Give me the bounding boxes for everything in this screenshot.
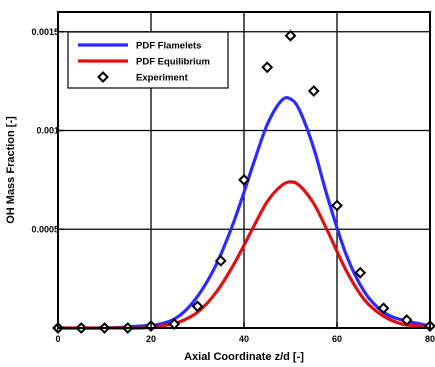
x-tick-label: 80 <box>425 334 435 344</box>
y-tick-label: 0.0015 <box>31 27 59 37</box>
legend-entry-pdf-equilibrium-label: PDF Equilibrium <box>136 57 210 68</box>
experiment-point <box>284 29 297 42</box>
experiment-point <box>377 302 390 315</box>
legend: PDF Flamelets PDF Equilibrium Experiment <box>67 31 229 89</box>
x-tick-label: 20 <box>146 334 156 344</box>
y-tick-label: 0 <box>54 323 59 333</box>
experiment-point <box>307 85 320 97</box>
experiment-point <box>331 199 343 212</box>
x-tick-label: 40 <box>239 334 249 344</box>
axis-ticks: 0 20 40 60 80 0 0.0005 0.001 0.0015 <box>31 27 435 344</box>
experiment-point <box>191 300 204 313</box>
y-tick-label: 0.0005 <box>31 224 59 234</box>
experiment-point <box>400 314 413 327</box>
series-line-pdf-equilibrium <box>58 180 431 330</box>
legend-entry-experiment-swatch <box>97 71 109 83</box>
y-axis-label: OH Mass Fraction [-] <box>5 116 17 224</box>
legend-entry-pdf-flamelets-label: PDF Flamelets <box>136 41 201 52</box>
y-tick-label: 0.001 <box>36 126 59 136</box>
x-tick-label: 0 <box>55 334 60 344</box>
experiment-point <box>238 173 250 186</box>
legend-entry-experiment-label: Experiment <box>136 73 189 84</box>
experiment-point <box>214 254 227 267</box>
experiment-point <box>261 61 274 74</box>
x-tick-label: 60 <box>332 334 342 344</box>
x-axis-label: Axial Coordinate z/d [-] <box>184 351 304 363</box>
experiment-point <box>354 266 367 279</box>
